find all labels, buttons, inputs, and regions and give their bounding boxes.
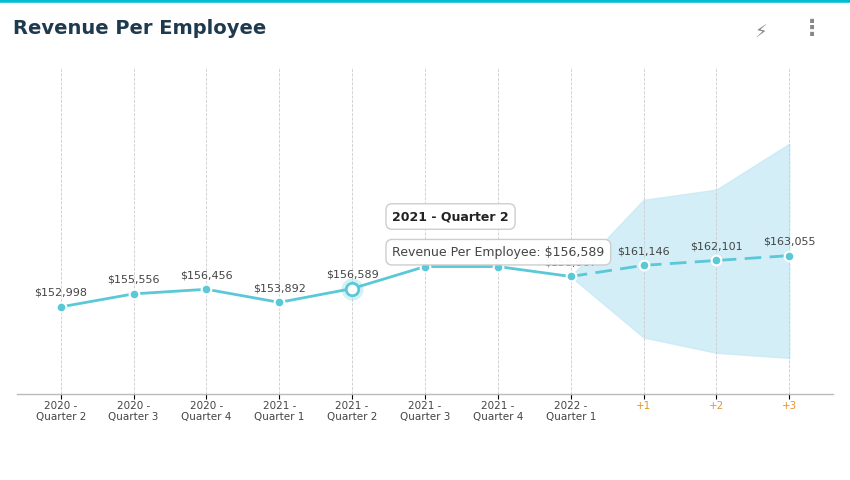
Text: $153,892: $153,892 xyxy=(252,283,306,293)
Text: $160,911: $160,911 xyxy=(399,247,451,257)
Text: 2020 -
Quarter 2: 2020 - Quarter 2 xyxy=(36,401,86,422)
Text: ⚡: ⚡ xyxy=(755,24,767,42)
Text: 2021 -
Quarter 1: 2021 - Quarter 1 xyxy=(254,401,304,422)
Text: $162,101: $162,101 xyxy=(690,241,743,252)
Text: $161,146: $161,146 xyxy=(617,246,670,256)
Text: 2021 -
Quarter 4: 2021 - Quarter 4 xyxy=(473,401,523,422)
Text: $152,998: $152,998 xyxy=(34,288,88,298)
Text: $156,456: $156,456 xyxy=(180,270,233,280)
Text: +3: +3 xyxy=(782,401,797,411)
Text: 2021 -
Quarter 2: 2021 - Quarter 2 xyxy=(327,401,377,422)
Text: 2021 - Quarter 2: 2021 - Quarter 2 xyxy=(392,210,509,223)
Text: 2020 -
Quarter 3: 2020 - Quarter 3 xyxy=(109,401,159,422)
Text: Revenue Per Employee: $156,589: Revenue Per Employee: $156,589 xyxy=(392,246,604,259)
Text: 2021 -
Quarter 3: 2021 - Quarter 3 xyxy=(400,401,451,422)
Text: $163,055: $163,055 xyxy=(763,237,815,247)
Text: $156,589: $156,589 xyxy=(326,269,378,279)
Text: 2022 -
Quarter 1: 2022 - Quarter 1 xyxy=(546,401,596,422)
Text: ⋮: ⋮ xyxy=(801,19,823,39)
Text: $158,967: $158,967 xyxy=(544,257,598,267)
Text: +2: +2 xyxy=(709,401,724,411)
Text: 2020 -
Quarter 4: 2020 - Quarter 4 xyxy=(181,401,231,422)
Text: Revenue Per Employee: Revenue Per Employee xyxy=(13,19,266,38)
Text: $155,556: $155,556 xyxy=(107,275,160,285)
Text: $160,911: $160,911 xyxy=(472,247,524,257)
Text: +1: +1 xyxy=(636,401,651,411)
